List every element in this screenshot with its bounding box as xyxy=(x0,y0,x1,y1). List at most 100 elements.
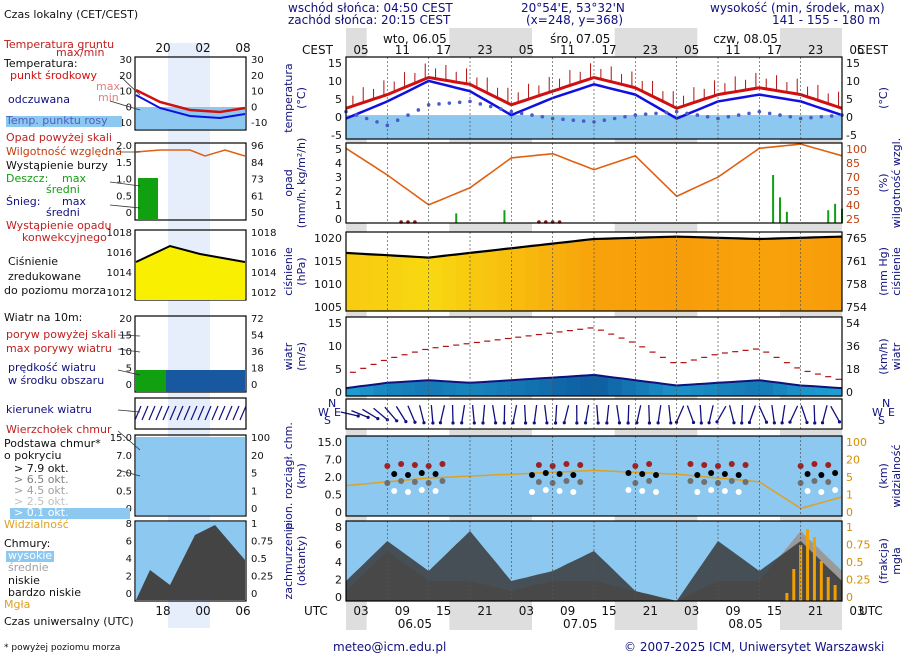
wind-arrow xyxy=(800,405,808,423)
cloud-base-dot xyxy=(701,462,708,468)
panel-title: (km) xyxy=(877,463,890,489)
copyright-text: © 2007-2025 ICM, Uniwersytet Warszawski xyxy=(624,640,885,654)
legend-label: > 7.9 okt. xyxy=(14,462,69,475)
cloud-base-dot xyxy=(405,489,411,495)
wind-arrow xyxy=(686,405,695,423)
wind-arrow xyxy=(395,406,407,422)
panel-title: ciśnienie xyxy=(282,247,295,296)
hour-bottom: 03 xyxy=(519,604,534,618)
wind-fill xyxy=(607,377,623,396)
legend-tick: 2.0 xyxy=(116,141,132,152)
tz-bottom: UTC xyxy=(304,604,328,618)
legend-leader xyxy=(119,75,141,96)
legend-label: > 6.5 okt. xyxy=(14,473,69,486)
cloud-base-dot xyxy=(825,462,832,468)
cloud-base-dot xyxy=(384,480,391,486)
dew-point-dot xyxy=(571,118,576,123)
wind-arrow xyxy=(430,404,434,424)
legend-wind-arrow xyxy=(190,405,198,421)
legend-tick: 5 xyxy=(251,469,257,480)
wind-arrow xyxy=(384,406,398,422)
cloud-base-dot xyxy=(701,479,708,485)
cloud-base-dot xyxy=(549,480,556,486)
legend-tick: 0.5 xyxy=(116,486,132,497)
compass-label: W xyxy=(872,406,883,419)
y-tick-right: 0.5 xyxy=(846,556,864,569)
panel-frame xyxy=(345,316,843,397)
legend-tick: 1014 xyxy=(107,268,132,279)
y-tick-left: 0 xyxy=(335,386,342,399)
sunrise-text: wschód słońca: 04:50 CEST xyxy=(288,1,453,15)
wind-arrow-head xyxy=(669,421,673,425)
dew-point-dot xyxy=(395,118,400,123)
legend-tick: 20 xyxy=(251,71,264,82)
legend-tick: 15.0 xyxy=(110,433,132,444)
wind-fill xyxy=(594,375,609,396)
pressure-fill xyxy=(607,238,623,311)
y-tick-left: -5 xyxy=(331,129,342,142)
legend-wind-arrow xyxy=(218,405,226,421)
panel-frame xyxy=(345,435,843,517)
dew-point-dot xyxy=(437,102,441,106)
cloud-base-dot xyxy=(735,472,742,478)
hour-bottom: 21 xyxy=(477,604,492,618)
wind-arrow xyxy=(789,405,799,423)
y-tick-left: 5 xyxy=(335,363,342,376)
pressure-fill xyxy=(359,254,375,311)
dew-point-dot xyxy=(488,104,493,109)
dew-point-dot xyxy=(416,108,421,112)
hour-top: 05 xyxy=(684,43,699,57)
y-tick-left: 10 xyxy=(328,340,342,353)
contact-link[interactable]: meteo@icm.edu.pl xyxy=(333,640,447,654)
elevation-title: wysokość (min, środek, max) xyxy=(710,1,885,15)
legend-wind-green xyxy=(136,370,166,392)
wind-arrow-head xyxy=(626,421,630,425)
wind-arrow-head xyxy=(605,421,609,425)
dew-point-dot xyxy=(674,109,679,114)
wind-arrow xyxy=(544,404,548,424)
footnote: * powyżej poziomu morza xyxy=(4,643,121,653)
legend-label: max xyxy=(62,172,86,185)
wind-arrow xyxy=(512,405,518,423)
legend-panel xyxy=(134,142,247,221)
dew-point-dot xyxy=(354,113,359,117)
wind-arrow-head xyxy=(805,420,809,425)
wind-fill xyxy=(401,381,416,396)
legend-label: w środku obszaru xyxy=(8,374,104,387)
cloud-base-dot xyxy=(721,471,728,477)
legend-label: Śnieg: xyxy=(6,195,40,208)
panel-title: (km/h) xyxy=(877,338,890,374)
legend-tick: 0 xyxy=(251,380,257,391)
legend-tick: 84 xyxy=(251,158,264,169)
panel-unit: (hPa) xyxy=(295,257,308,285)
legend-pressure-fill xyxy=(136,246,245,300)
wind-fill xyxy=(483,381,499,396)
y-tick-right: 10 xyxy=(846,75,860,88)
wind-arrow-head xyxy=(460,421,464,425)
wind-arrow-head xyxy=(764,420,769,424)
dew-point-dot xyxy=(685,111,689,116)
pressure-fill xyxy=(373,254,388,311)
wind-arrow-head xyxy=(511,421,515,425)
fog-bar xyxy=(826,577,830,601)
fog-bar xyxy=(833,585,837,601)
wind-fill xyxy=(442,381,457,396)
wind-fill xyxy=(456,382,471,396)
hour-top: 17 xyxy=(601,43,616,57)
compass-label: N xyxy=(328,397,336,410)
hour-top: 05 xyxy=(519,43,534,57)
wind-arrow-head xyxy=(596,421,600,425)
wind-fill xyxy=(773,382,788,396)
panel-title: wiatr xyxy=(282,342,295,370)
legend-label: Temperatura: xyxy=(3,57,78,70)
wind-arrow xyxy=(657,405,662,423)
day-top: wto, 06.05 xyxy=(383,32,447,46)
legend-panel xyxy=(134,520,247,602)
cloud-base-dot xyxy=(432,471,439,477)
legend-panel xyxy=(134,397,247,430)
legend-tick: 20 xyxy=(119,71,132,82)
cloud-base-dot xyxy=(542,487,549,493)
hour-top: 17 xyxy=(767,43,782,57)
wind-arrow xyxy=(563,405,570,423)
cloud-base-dot xyxy=(811,478,818,484)
